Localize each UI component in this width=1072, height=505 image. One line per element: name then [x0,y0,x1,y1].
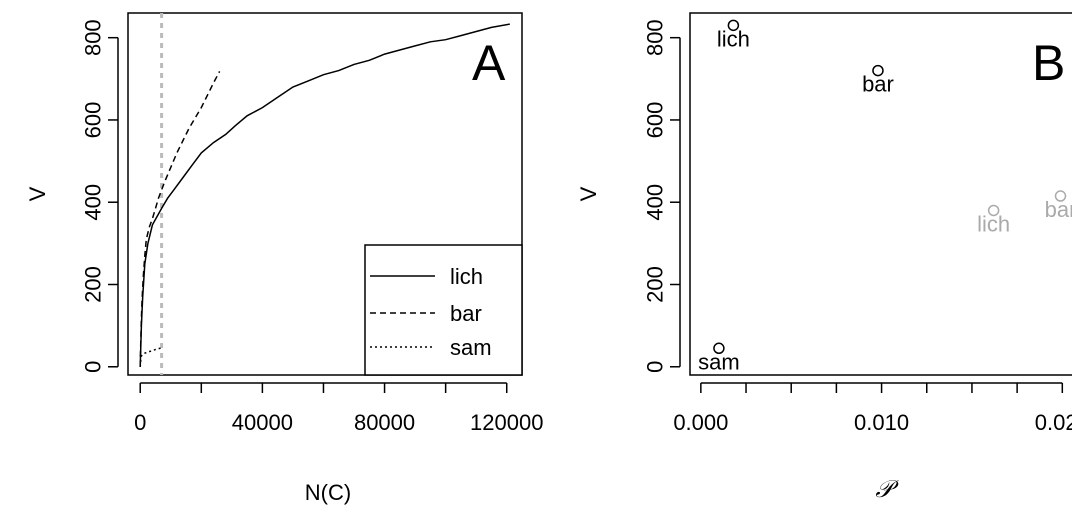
panel-b-y-axis: 0 200 400 600 800 [643,19,681,373]
panel-a-series [139,23,510,367]
y-tick-label: 800 [643,19,668,56]
point-marker-lich [987,204,1000,217]
legend-label-lich: lich [450,264,483,289]
legend-label-sam: sam [450,335,492,360]
y-tick-label: 600 [643,102,668,139]
y-tick-label: 0 [81,361,106,373]
x-tick-label: 80000 [354,410,415,435]
point-marker-bar [1054,190,1067,202]
point-marker-lich [727,19,740,32]
panel-a-x-axis-title: N(C) [305,480,351,505]
x-tick-label: 120000 [470,410,543,435]
x-tick-label: 0.010 [854,410,909,435]
panel-a-x-axis: 0 40000 80000 120000 [134,382,543,435]
panel-a-y-axis-title: V [25,186,50,201]
series-line-lich [139,23,510,367]
legend-box [364,244,523,376]
panel-a: 0 40000 80000 120000 0 200 400 600 800 A N(C) V… [25,12,543,505]
x-tick-label: 0.000 [673,410,728,435]
panel-b-y-axis-title: V [576,186,601,201]
point-label-lich: lich [717,26,750,51]
x-tick-label: 0 [134,410,146,435]
panel-a-legend: lich bar sam [364,244,523,376]
point-label-bar: bar [862,72,894,97]
x-tick-label: 0.020 [1035,410,1072,435]
panel-b-points: lich bar sam lich bar [698,19,1072,374]
y-tick-label: 400 [643,184,668,221]
panel-a-letter: A [472,35,506,91]
point-label-bar: bar [1045,197,1072,222]
y-tick-label: 400 [81,184,106,221]
panel-b: 0.000 0.010 0.020 0 200 400 600 800 lich bar sam… [576,12,1072,503]
panel-b-letter: B [1032,35,1065,91]
legend-label-bar: bar [450,301,482,326]
panel-a-y-axis: 0 200 400 600 800 [81,19,119,373]
series-line-bar [139,71,221,367]
point-label-sam: sam [698,349,740,374]
y-tick-label: 200 [643,266,668,303]
panel-b-x-axis: 0.000 0.010 0.020 [673,382,1072,435]
panel-b-plot-frame [689,12,1072,376]
panel-a-plot-frame [127,12,523,376]
point-marker-bar [872,64,884,77]
panel-b-x-axis-title: 𝒫 [875,475,899,503]
y-tick-label: 200 [81,266,106,303]
point-label-lich: lich [977,211,1010,236]
series-line-sam [139,347,162,367]
y-tick-label: 0 [643,361,668,373]
y-tick-label: 800 [81,19,106,56]
y-tick-label: 600 [81,102,106,139]
x-tick-label: 40000 [232,410,293,435]
point-marker-sam [713,342,725,355]
